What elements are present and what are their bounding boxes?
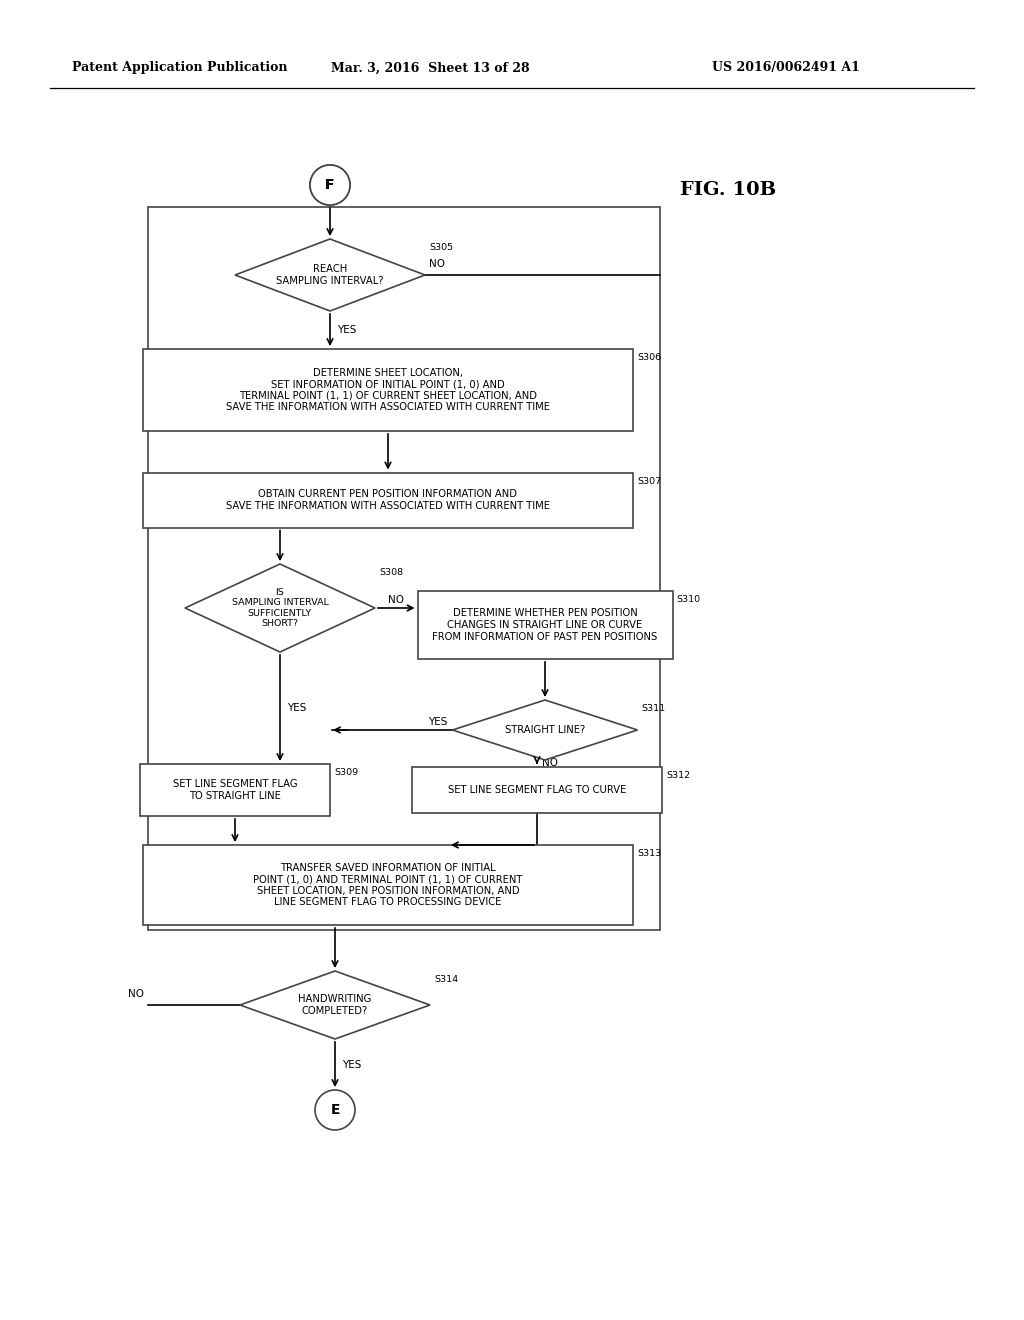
Text: Patent Application Publication: Patent Application Publication <box>72 62 288 74</box>
Text: REACH
SAMPLING INTERVAL?: REACH SAMPLING INTERVAL? <box>276 264 384 286</box>
Text: NO: NO <box>429 259 445 269</box>
Text: US 2016/0062491 A1: US 2016/0062491 A1 <box>712 62 860 74</box>
Text: S312: S312 <box>666 771 690 780</box>
Text: HANDWRITING
COMPLETED?: HANDWRITING COMPLETED? <box>298 994 372 1016</box>
Text: S311: S311 <box>641 704 666 713</box>
Text: S305: S305 <box>429 243 454 252</box>
Text: STRAIGHT LINE?: STRAIGHT LINE? <box>505 725 585 735</box>
Text: NO: NO <box>128 989 144 999</box>
Text: S313: S313 <box>637 849 662 858</box>
Text: YES: YES <box>428 717 447 727</box>
Text: YES: YES <box>342 1060 361 1069</box>
Polygon shape <box>240 972 430 1039</box>
Text: YES: YES <box>287 704 306 713</box>
Circle shape <box>310 165 350 205</box>
Bar <box>140 764 330 816</box>
Text: F: F <box>326 178 335 191</box>
Text: S306: S306 <box>637 352 662 362</box>
Circle shape <box>310 165 350 205</box>
Text: NO: NO <box>388 595 403 605</box>
Text: SET LINE SEGMENT FLAG TO CURVE: SET LINE SEGMENT FLAG TO CURVE <box>447 785 627 795</box>
Bar <box>143 473 633 528</box>
Text: S314: S314 <box>434 975 458 983</box>
Text: S307: S307 <box>637 477 662 486</box>
Text: E: E <box>331 1104 340 1117</box>
Text: DETERMINE SHEET LOCATION,
SET INFORMATION OF INITIAL POINT (1, 0) AND
TERMINAL P: DETERMINE SHEET LOCATION, SET INFORMATIO… <box>226 367 550 412</box>
Text: DETERMINE WHETHER PEN POSITION
CHANGES IN STRAIGHT LINE OR CURVE
FROM INFORMATIO: DETERMINE WHETHER PEN POSITION CHANGES I… <box>432 609 657 642</box>
Bar <box>143 348 633 432</box>
Text: TRANSFER SAVED INFORMATION OF INITIAL
POINT (1, 0) AND TERMINAL POINT (1, 1) OF : TRANSFER SAVED INFORMATION OF INITIAL PO… <box>253 862 522 907</box>
Text: S309: S309 <box>334 768 358 777</box>
Text: S308: S308 <box>379 568 403 577</box>
Text: NO: NO <box>542 759 558 768</box>
Text: Mar. 3, 2016  Sheet 13 of 28: Mar. 3, 2016 Sheet 13 of 28 <box>331 62 529 74</box>
Text: IS
SAMPLING INTERVAL
SUFFICIENTLY
SHORT?: IS SAMPLING INTERVAL SUFFICIENTLY SHORT? <box>231 587 329 628</box>
Text: OBTAIN CURRENT PEN POSITION INFORMATION AND
SAVE THE INFORMATION WITH ASSOCIATED: OBTAIN CURRENT PEN POSITION INFORMATION … <box>226 490 550 511</box>
Text: YES: YES <box>337 325 356 335</box>
Text: F: F <box>326 178 335 191</box>
Polygon shape <box>185 564 375 652</box>
Text: SET LINE SEGMENT FLAG
TO STRAIGHT LINE: SET LINE SEGMENT FLAG TO STRAIGHT LINE <box>173 779 297 801</box>
Bar <box>412 767 662 813</box>
Bar <box>143 845 633 925</box>
Bar <box>418 591 673 659</box>
Text: S310: S310 <box>677 595 700 605</box>
Polygon shape <box>234 239 425 312</box>
Circle shape <box>315 1090 355 1130</box>
Text: FIG. 10B: FIG. 10B <box>680 181 776 199</box>
Polygon shape <box>453 700 638 760</box>
Bar <box>148 207 660 931</box>
